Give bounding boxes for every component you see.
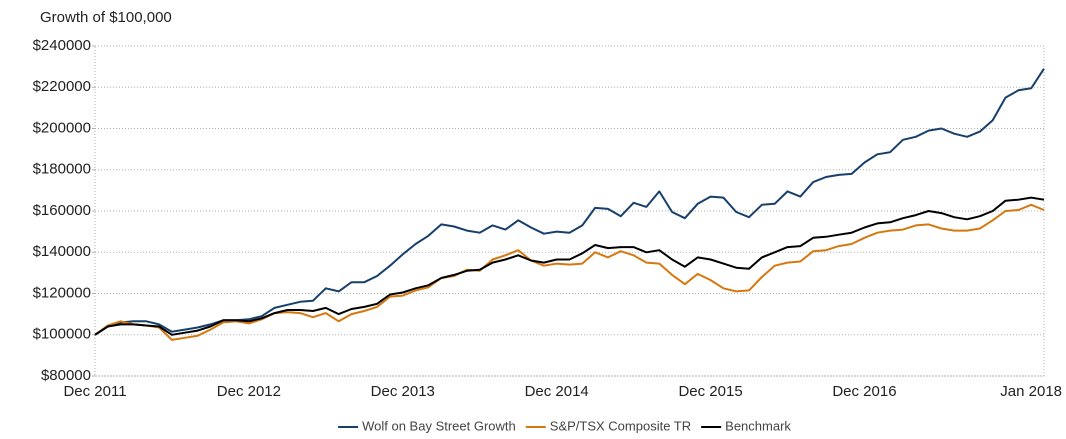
legend: Wolf on Bay Street Growth S&P/TSX Composi…: [338, 418, 791, 433]
x-tick-label: Jan 2018: [1000, 383, 1062, 400]
y-tick-label: $220000: [33, 78, 91, 95]
y-tick-label: $100000: [33, 326, 91, 343]
legend-label: Wolf on Bay Street Growth: [362, 418, 516, 433]
x-tick-label: Dec 2015: [678, 383, 742, 400]
y-tick-label: $200000: [33, 119, 91, 136]
chart-title: Growth of $100,000: [40, 9, 172, 26]
series-line: [94, 68, 1045, 336]
series-line: [94, 196, 1045, 336]
y-tick-label: $120000: [33, 284, 91, 301]
y-tick-label: $180000: [33, 161, 91, 178]
x-tick-label: Dec 2011: [63, 383, 126, 400]
legend-label: Benchmark: [725, 418, 791, 433]
series-line: [94, 203, 1045, 341]
y-tick-label: $240000: [33, 37, 91, 54]
x-tick-label: Dec 2012: [217, 383, 281, 400]
y-tick-label: $80000: [41, 367, 91, 384]
x-tick-label: Dec 2013: [371, 383, 435, 400]
y-tick-label: $140000: [33, 243, 91, 260]
legend-label: S&P/TSX Composite TR: [550, 418, 691, 433]
x-tick-label: Dec 2016: [832, 383, 896, 400]
y-tick-label: $160000: [33, 202, 91, 219]
x-tick-label: Dec 2014: [525, 383, 589, 400]
